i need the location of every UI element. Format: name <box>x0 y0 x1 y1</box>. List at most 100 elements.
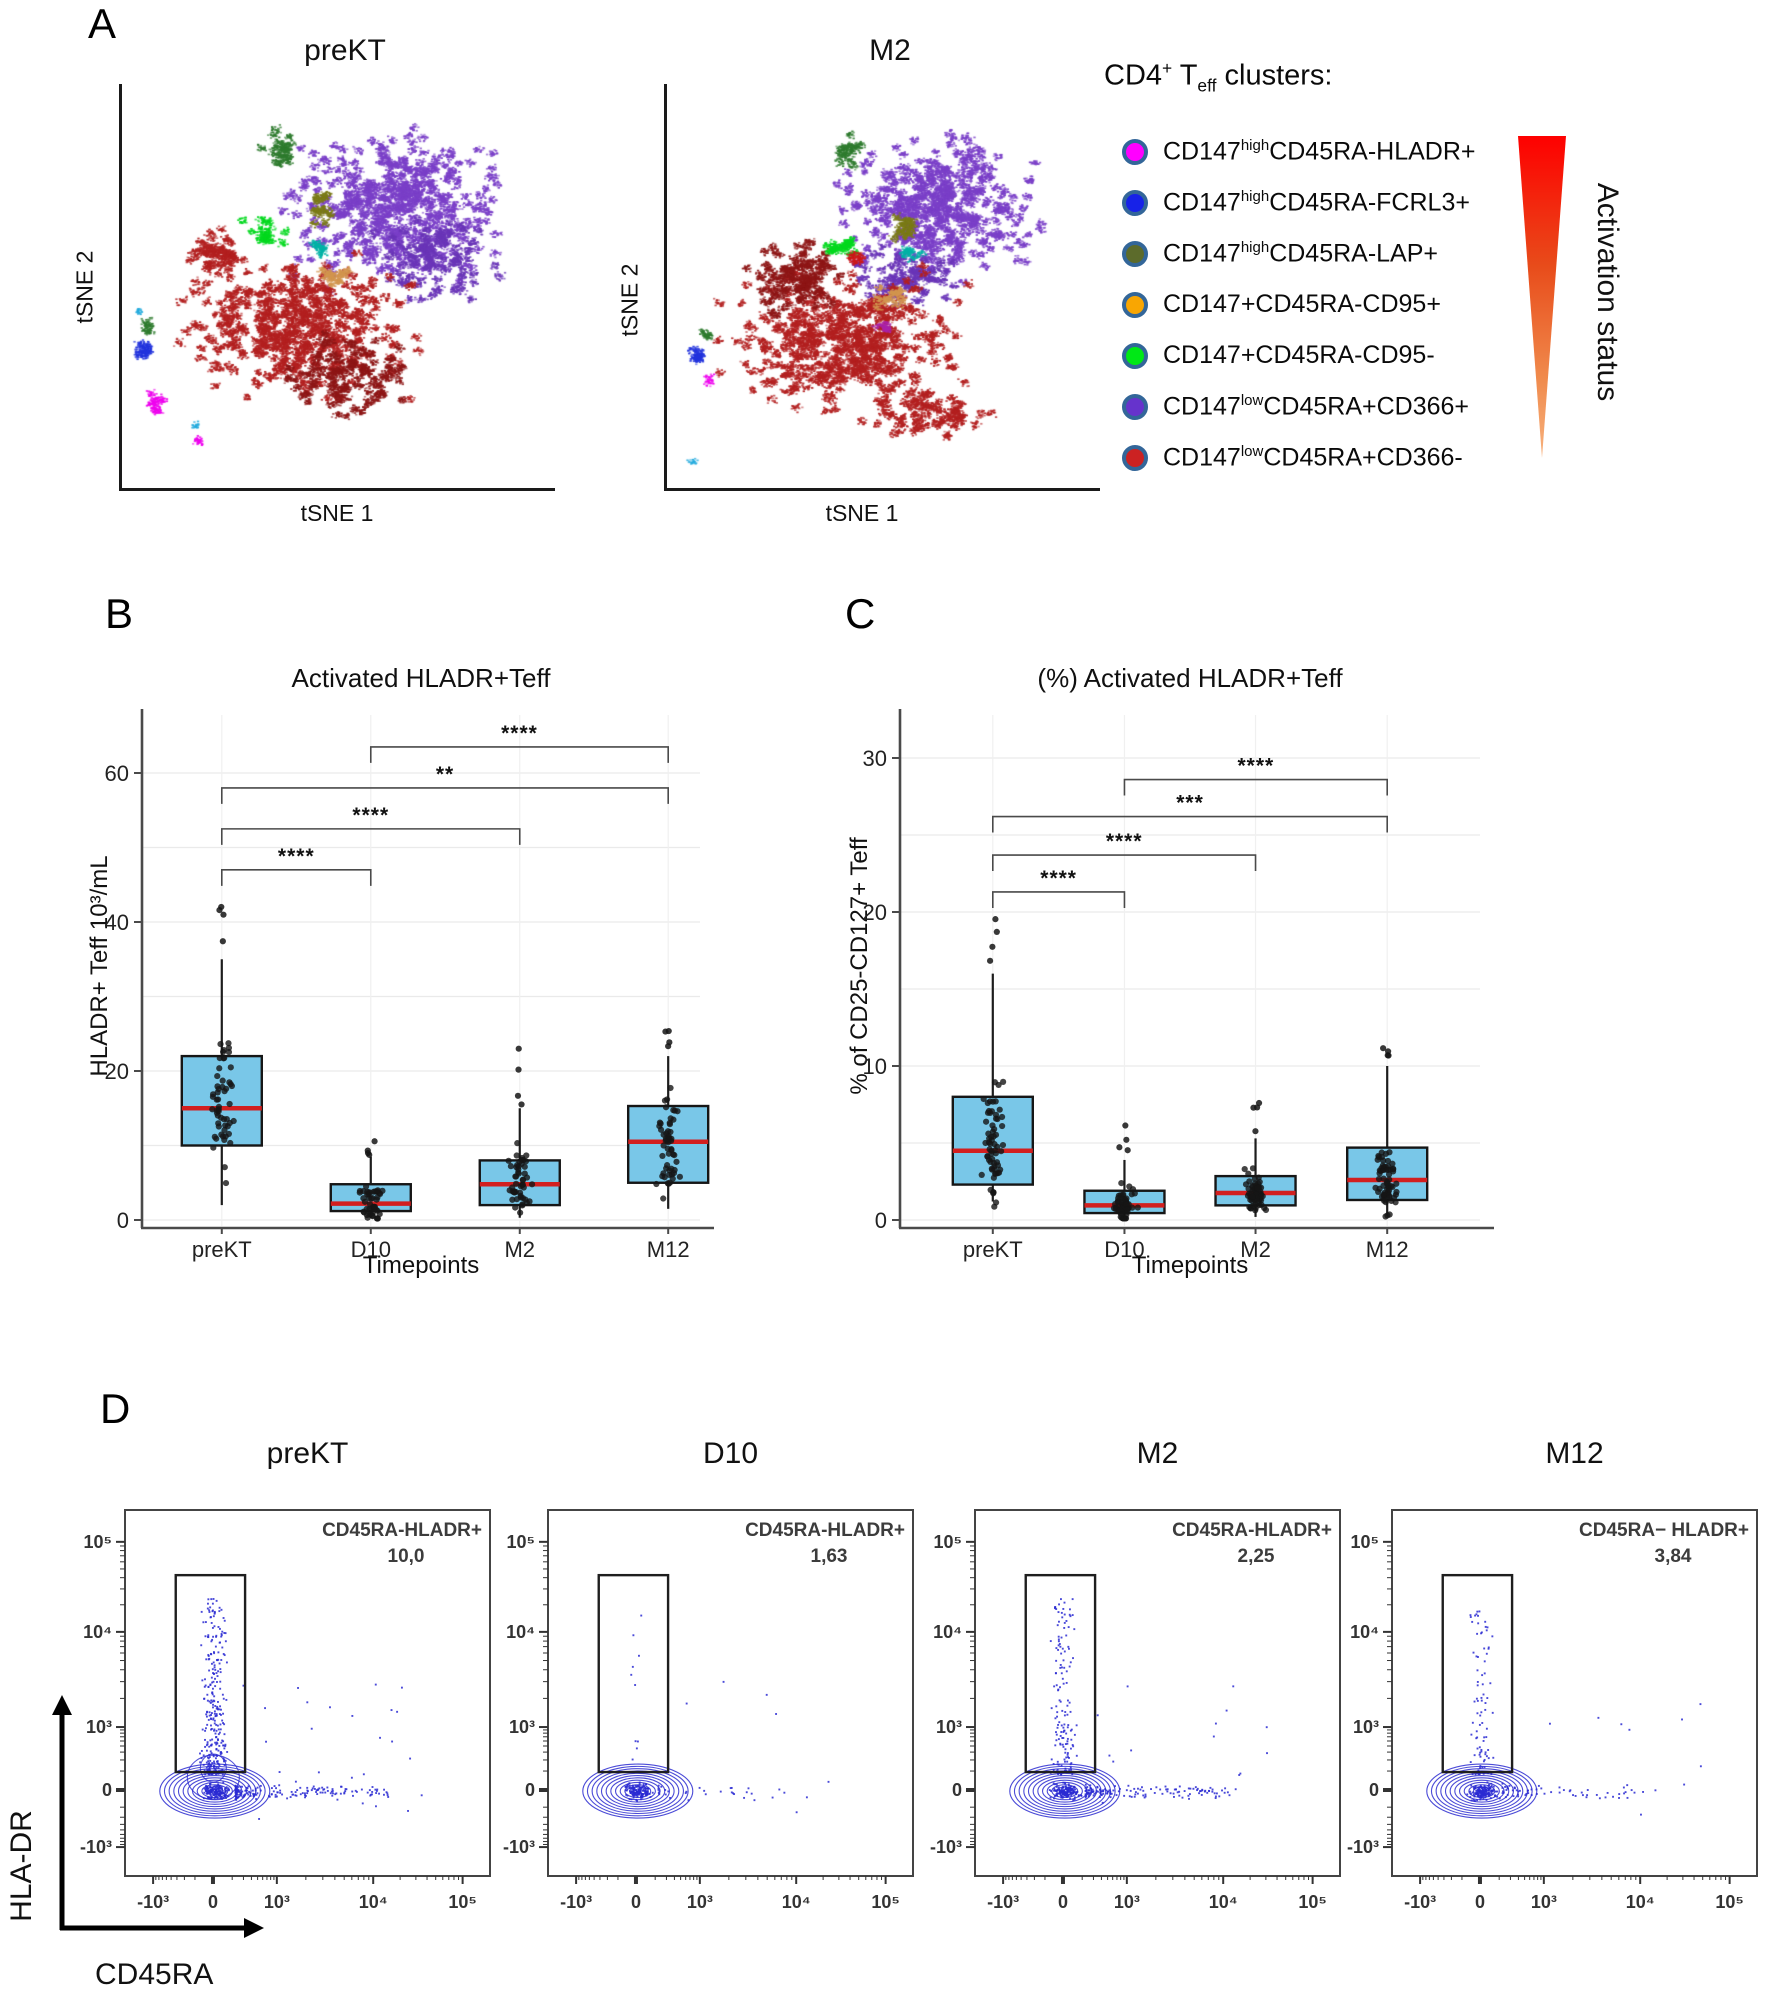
data-point <box>1385 1192 1393 1199</box>
scatter-dot <box>1480 1696 1483 1699</box>
scatter-dot <box>1077 1795 1080 1798</box>
scatter-dot <box>1091 1791 1094 1793</box>
scatter-dot <box>219 1794 222 1797</box>
scatter-dot <box>1597 1716 1600 1719</box>
scatter-dot <box>1069 1787 1072 1790</box>
scatter-dot <box>1057 1792 1060 1795</box>
scatter-dot <box>1054 1783 1056 1786</box>
scatter-dot <box>1062 1731 1065 1733</box>
scatter-dot <box>1189 1787 1192 1790</box>
scatter-dot <box>219 1753 222 1756</box>
data-point <box>1389 1160 1396 1167</box>
scatter-dot <box>221 1773 224 1776</box>
scatter-dot <box>635 1798 638 1801</box>
scatter-dot <box>1085 1791 1088 1794</box>
scatter-dot <box>329 1706 331 1709</box>
scatter-dot <box>1479 1767 1482 1769</box>
scatter-dot <box>316 1789 319 1792</box>
data-point <box>223 1116 230 1123</box>
scatter-dot <box>1483 1786 1486 1788</box>
data-point <box>656 1123 663 1130</box>
scatter-dot <box>236 1793 239 1796</box>
scatter-dot <box>1473 1754 1476 1757</box>
data-point <box>362 1183 370 1190</box>
scatter-dot <box>1517 1793 1519 1796</box>
data-point <box>221 1164 228 1171</box>
scatter-dot <box>204 1788 207 1791</box>
scatter-dot <box>1059 1700 1062 1703</box>
activation-status-label: Activation status <box>1591 182 1624 402</box>
data-point <box>222 1133 229 1140</box>
scatter-dot <box>1480 1748 1483 1751</box>
scatter-dot <box>1095 1791 1097 1794</box>
data-point <box>659 1152 666 1160</box>
data-point <box>987 1186 994 1194</box>
scatter-dot <box>658 1793 661 1796</box>
scatter-dot <box>1512 1795 1515 1798</box>
scatter-dot <box>1075 1724 1078 1727</box>
scatter-dot <box>206 1693 209 1696</box>
scatter-dot <box>631 1784 634 1787</box>
scatter-dot <box>1066 1794 1069 1797</box>
scatter-dot <box>636 1793 639 1796</box>
scatter-dot <box>234 1784 237 1787</box>
scatter-dot <box>631 1793 634 1796</box>
scatter-dot <box>745 1791 748 1794</box>
scatter-dot <box>236 1785 239 1788</box>
scatter-dot <box>1527 1789 1530 1792</box>
scatter-dot <box>207 1765 210 1767</box>
scatter-dot <box>1543 1792 1546 1795</box>
scatter-dot <box>1482 1693 1485 1696</box>
scatter-dot <box>215 1659 218 1661</box>
scatter-dot <box>258 1818 261 1820</box>
category-label: M12 <box>647 1237 690 1262</box>
data-point <box>215 1123 222 1130</box>
scatter-dot <box>1061 1790 1064 1792</box>
y-tick-label: -10³ <box>930 1837 962 1857</box>
scatter-dot <box>209 1759 212 1762</box>
category-label: preKT <box>192 1237 252 1262</box>
scatter-dot <box>209 1772 212 1775</box>
scatter-dot <box>1475 1789 1478 1792</box>
scatter-dot <box>1055 1684 1058 1687</box>
tsne-m2-x-axis <box>664 488 1100 491</box>
scatter-dot <box>1055 1785 1058 1788</box>
data-point <box>989 1166 996 1173</box>
scatter-dot <box>215 1795 218 1798</box>
scatter-dot <box>208 1669 211 1672</box>
scatter-dot <box>1065 1681 1068 1684</box>
scatter-dot <box>1055 1783 1058 1786</box>
y-tick-label: 10⁵ <box>507 1532 535 1552</box>
y-tick-label: 10⁵ <box>1351 1532 1379 1552</box>
scatter-dot <box>211 1668 214 1671</box>
data-point <box>994 1162 1002 1169</box>
data-point <box>222 1179 230 1187</box>
scatter-dot <box>1110 1792 1113 1795</box>
scatter-dot <box>1057 1738 1060 1741</box>
scatter-dot <box>216 1754 219 1757</box>
scatter-dot <box>219 1797 222 1800</box>
scatter-dot <box>221 1789 224 1792</box>
scatter-dot <box>1483 1736 1486 1739</box>
scatter-dot <box>1067 1789 1070 1792</box>
data-point <box>1129 1186 1137 1193</box>
tsne-prekt-x-axis <box>119 488 555 491</box>
scatter-dot <box>205 1727 207 1730</box>
scatter-dot <box>685 1790 688 1793</box>
scatter-dot <box>207 1655 210 1657</box>
scatter-dot <box>1550 1791 1553 1794</box>
gate-value: 10,0 <box>388 1546 425 1567</box>
data-point <box>996 1106 1003 1113</box>
scatter-dot <box>212 1661 215 1664</box>
scatter-dot <box>1062 1659 1065 1662</box>
scatter-dot <box>636 1795 639 1798</box>
scatter-dot <box>213 1788 216 1791</box>
scatter-dot <box>644 1793 647 1796</box>
plot-frame <box>974 1509 1341 1877</box>
scatter-dot <box>1209 1786 1212 1789</box>
scatter-dot <box>217 1787 220 1790</box>
data-point <box>366 1201 374 1208</box>
scatter-dot <box>1486 1789 1489 1792</box>
scatter-dot <box>391 1740 394 1743</box>
scatter-dot <box>1056 1624 1059 1627</box>
